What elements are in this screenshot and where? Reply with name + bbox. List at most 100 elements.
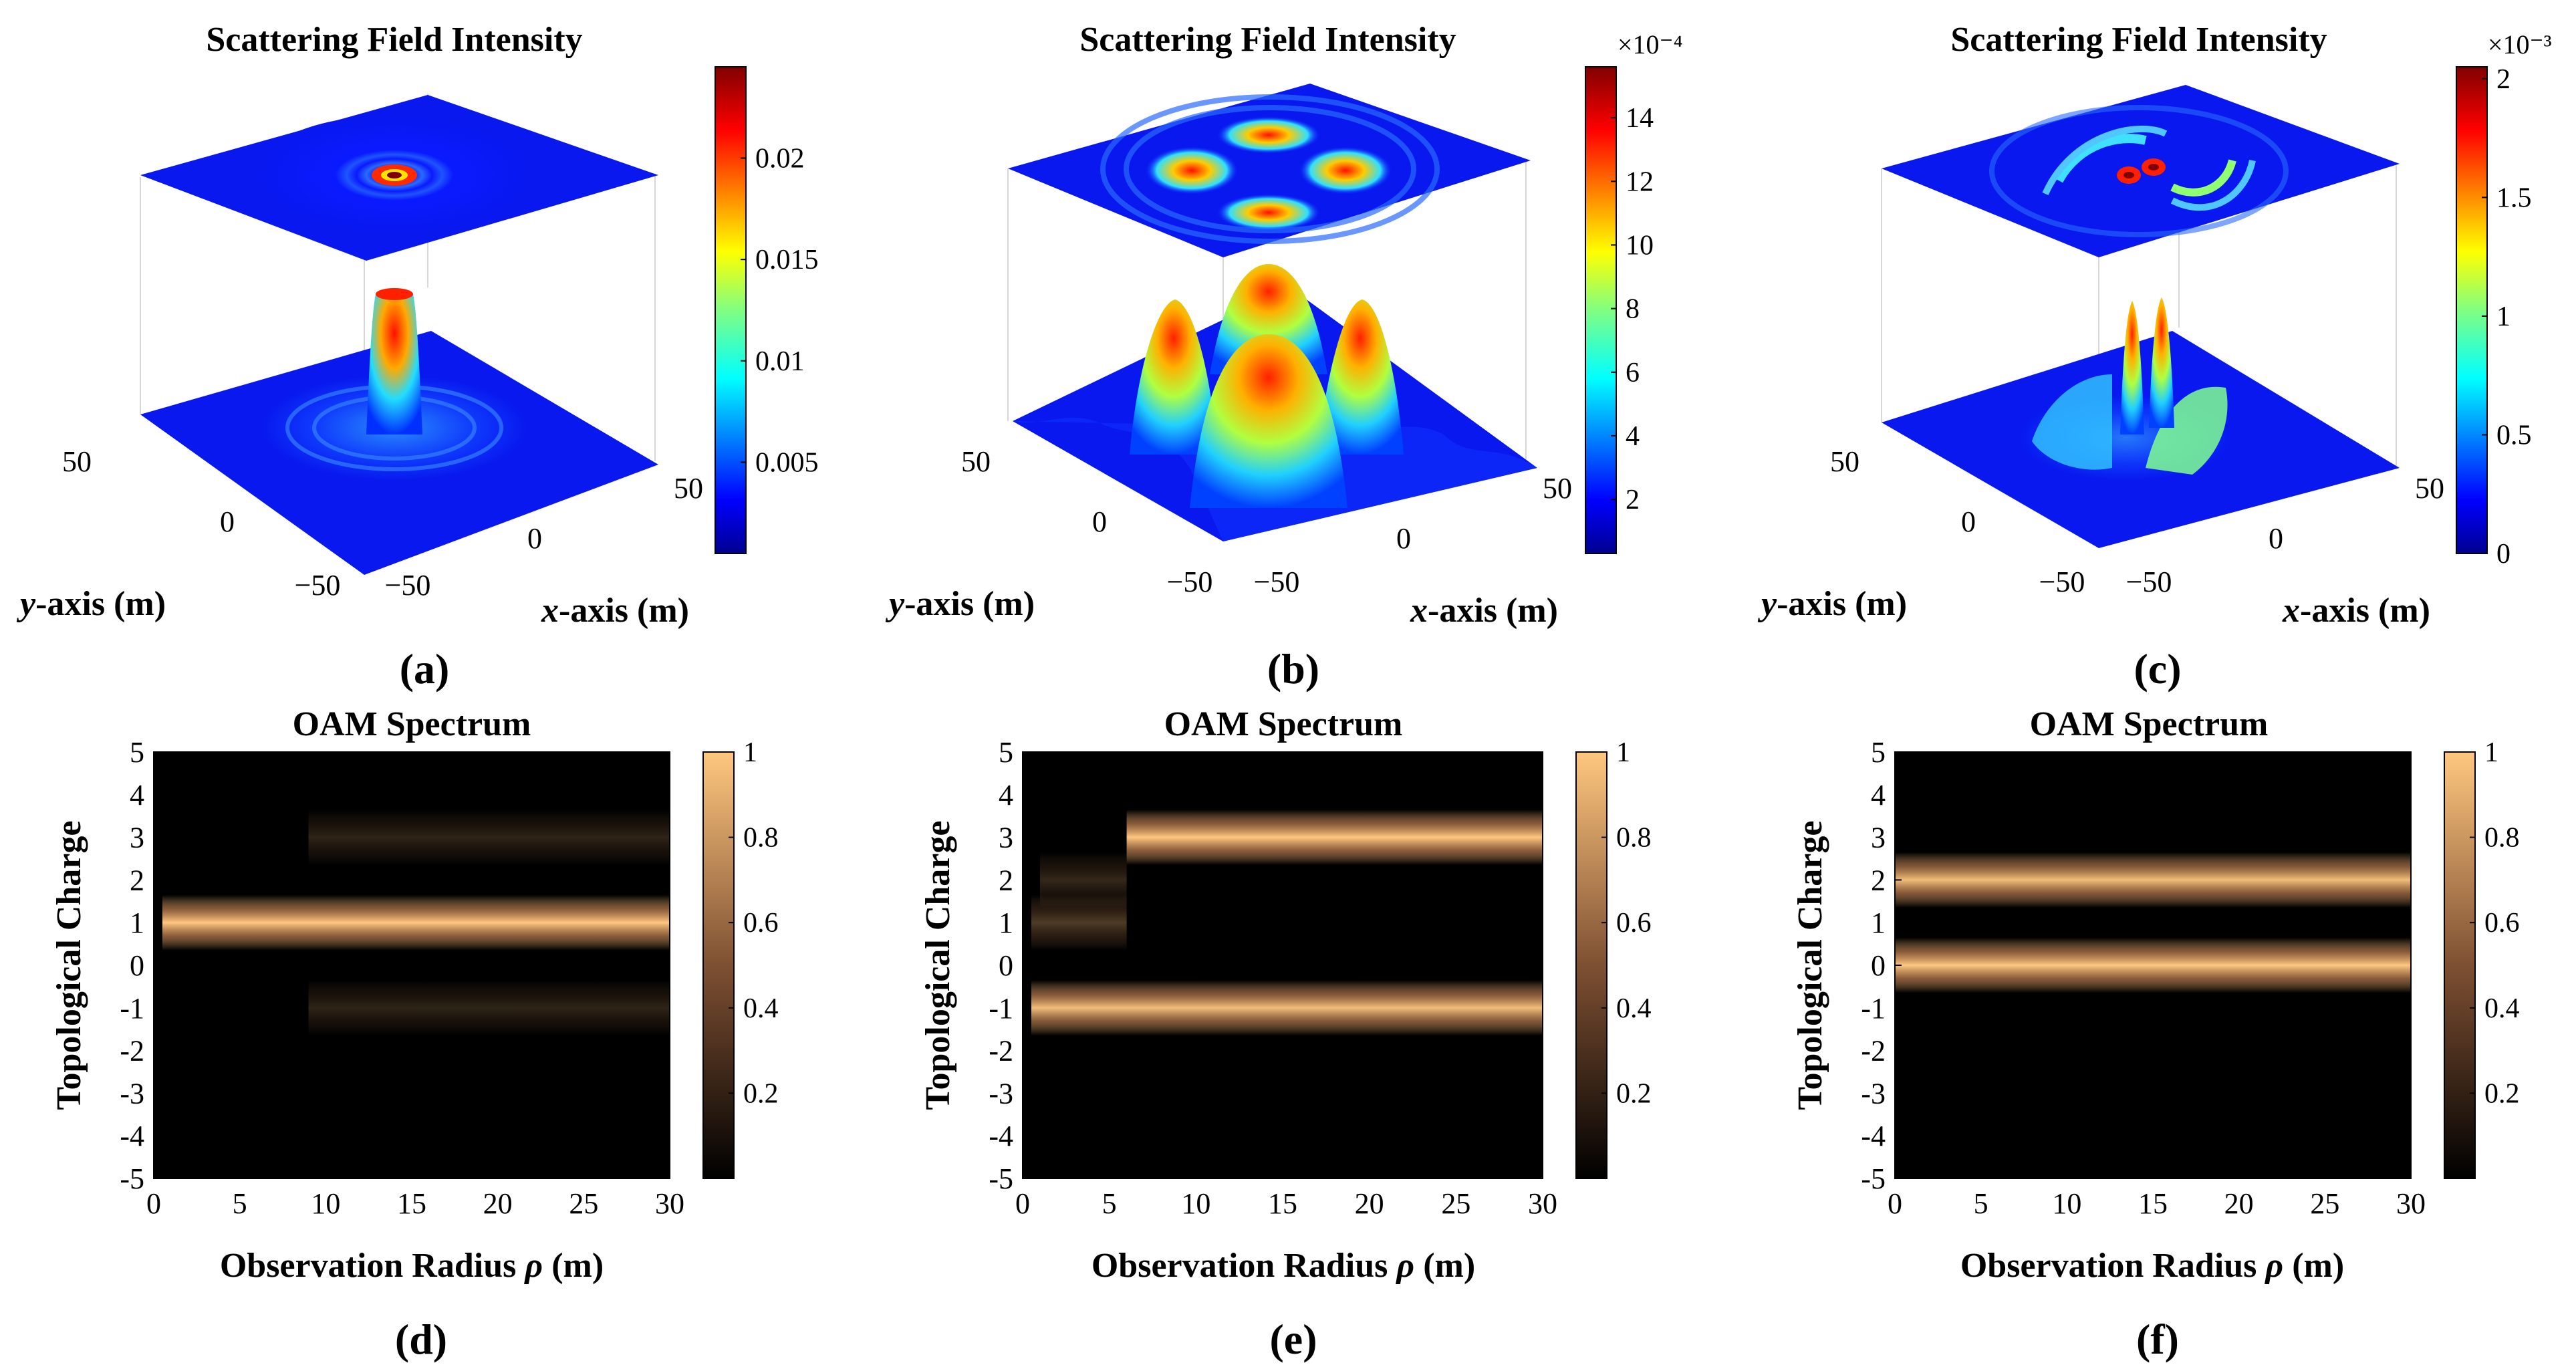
y-tick-d-label: -1 <box>120 992 144 1025</box>
x-tick-e-label: 30 <box>1528 1187 1557 1220</box>
x-tick-d-label: 15 <box>397 1187 426 1220</box>
colorbar-a-tick-label: 0.01 <box>755 346 805 377</box>
y-tick-f-label: 4 <box>1871 779 1886 812</box>
panel-d-label: (d) <box>395 1316 447 1363</box>
panel-b: Scattering Field Intensity 50 0 −50 −50 … <box>885 21 1683 693</box>
panel-b-y-tick-50: 50 <box>961 445 991 478</box>
y-tick-e-label: 4 <box>999 779 1013 812</box>
panel-c-x-tick-0: 0 <box>2269 522 2283 555</box>
colorbar-b-tick-label: 6 <box>1626 358 1640 388</box>
x-tick-d-label: 25 <box>569 1187 598 1220</box>
y-tick-d-label: -2 <box>120 1035 144 1068</box>
panel-c-y-tick-m50: −50 <box>2039 566 2085 598</box>
colorbar-f-tick-label: 1 <box>2484 737 2498 768</box>
panel-b-ylabel: y-axis (m) <box>885 585 1035 623</box>
panel-b-lobe-right <box>1317 299 1404 455</box>
panel-b-y-tick-0: 0 <box>1092 505 1107 538</box>
x-tick-f-label: 5 <box>1974 1187 1988 1220</box>
panel-b-x-tick-0: 0 <box>1396 522 1411 555</box>
y-tick-f-label: -5 <box>1861 1162 1886 1195</box>
x-tick-d-label: 30 <box>655 1187 684 1220</box>
panel-f-title: OAM Spectrum <box>2030 705 2269 743</box>
panel-b-colorbar <box>1585 66 1617 554</box>
panel-b-colorbar-exponent: ×10⁻⁴ <box>1618 29 1683 59</box>
panel-c-arcs-left <box>2032 374 2112 470</box>
y-tick-e-label: -1 <box>989 992 1013 1025</box>
panel-d-ylabel: Topological Charge <box>50 821 88 1110</box>
colorbar-b-tick-label: 4 <box>1626 421 1640 452</box>
panel-f-xlabel: Observation Radius ρ (m) <box>1960 1247 2344 1285</box>
colorbar-e-tick-label: 0.6 <box>1616 908 1652 939</box>
colorbar-e-tick-label: 1 <box>1616 737 1630 768</box>
y-tick-f-label: 5 <box>1871 736 1886 769</box>
panel-a-x-tick-m50: −50 <box>385 569 431 602</box>
panel-c-x-tick-50: 50 <box>2415 472 2444 505</box>
y-tick-d-label: 4 <box>130 779 144 812</box>
colorbar-c-tick-label: 1 <box>2496 301 2510 332</box>
panel-a-colorbar <box>715 66 747 554</box>
panel-b-x-tick-50: 50 <box>1543 472 1572 505</box>
colorbar-f-tick-label: 0.8 <box>2484 823 2520 854</box>
panel-c-arcs-right <box>2146 386 2228 475</box>
x-tick-e-label: 25 <box>1441 1187 1470 1220</box>
panel-a-x-tick-50: 50 <box>674 472 703 505</box>
panel-c-projection-plane <box>1882 85 2400 257</box>
y-tick-d-label: 3 <box>130 822 144 854</box>
panel-a-y-tick-0: 0 <box>220 505 235 538</box>
x-tick-f-label: 0 <box>1888 1187 1902 1220</box>
band-d-charge-3 <box>308 809 670 866</box>
colorbar-c-tick-label: 0.5 <box>2496 420 2532 451</box>
colorbar-a-tick-label: 0.015 <box>755 245 819 275</box>
panel-d-colorbar <box>702 751 735 1179</box>
x-tick-f-label: 15 <box>2138 1187 2168 1220</box>
colorbar-f-tick-label: 0.6 <box>2484 908 2520 939</box>
colorbar-e-tick-label: 0.2 <box>1616 1078 1652 1109</box>
panel-a-label: (a) <box>400 645 450 693</box>
panel-d: OAM Spectrum 0 5 10 15 20 25 30 543210-1-2-3-4… <box>50 705 779 1363</box>
panel-c-xlabel: x-axis (m) <box>2282 592 2430 630</box>
colorbar-b-tick-label: 12 <box>1626 166 1654 197</box>
y-tick-f-label: 0 <box>1871 949 1886 982</box>
panel-c-label: (c) <box>2134 645 2181 693</box>
colorbar-b-tick-label: 8 <box>1626 294 1640 325</box>
panel-b-title: Scattering Field Intensity <box>1079 21 1456 59</box>
y-tick-f-label: 2 <box>1871 864 1886 896</box>
panel-a-y-tick-50: 50 <box>62 445 92 478</box>
y-tick-f-label: -3 <box>1861 1077 1886 1110</box>
colorbar-b-tick-label: 10 <box>1626 230 1654 261</box>
colorbar-d-tick-label: 0.6 <box>743 908 779 939</box>
panel-c-peak-right <box>2149 297 2174 428</box>
panel-c-y-tick-0: 0 <box>1961 505 1976 538</box>
panel-c-peak-left <box>2120 301 2144 434</box>
panel-e: OAM Spectrum 0 5 10 15 20 25 30 543210-1-2-3-4… <box>919 705 1652 1363</box>
panel-f: OAM Spectrum 0 5 10 15 20 25 30 543210-1-2-3-4… <box>1791 705 2520 1363</box>
panel-c-colorbar <box>2456 66 2488 554</box>
colorbar-a-tick-label: 0.005 <box>755 448 819 479</box>
colorbar-d-tick-label: 0.4 <box>743 993 779 1024</box>
x-tick-f-label: 25 <box>2310 1187 2339 1220</box>
y-tick-e-label: -4 <box>989 1120 1013 1152</box>
y-tick-e-label: -5 <box>989 1162 1013 1195</box>
panel-d-title: OAM Spectrum <box>293 705 531 743</box>
band-e-charge-3 <box>1126 809 1543 866</box>
panel-a-title: Scattering Field Intensity <box>206 21 582 59</box>
band-d-charge--1 <box>308 980 670 1036</box>
panel-c-x-tick-m50: −50 <box>2126 566 2172 598</box>
colorbar-e-tick-label: 0.4 <box>1616 993 1652 1024</box>
panel-e-xlabel: Observation Radius ρ (m) <box>1091 1247 1475 1285</box>
colorbar-d-tick-label: 0.2 <box>743 1078 779 1109</box>
y-tick-d-label: -5 <box>120 1162 144 1195</box>
colorbar-e-tick-label: 0.8 <box>1616 823 1652 854</box>
panel-e-title: OAM Spectrum <box>1164 705 1403 743</box>
y-tick-d-label: 1 <box>130 906 144 939</box>
y-tick-f-label: -1 <box>1861 992 1886 1025</box>
colorbar-b-tick-label: 14 <box>1626 103 1654 134</box>
panel-b-x-tick-m50: −50 <box>1254 566 1300 598</box>
band-f-charge-2 <box>1895 852 2411 908</box>
y-tick-e-label: -2 <box>989 1035 1013 1068</box>
panel-c-projection-pattern <box>1989 105 2289 237</box>
panel-c-colorbar-exponent: ×10⁻³ <box>2488 29 2552 59</box>
y-tick-e-label: 3 <box>999 822 1013 854</box>
panel-a-x-tick-0: 0 <box>527 522 542 555</box>
